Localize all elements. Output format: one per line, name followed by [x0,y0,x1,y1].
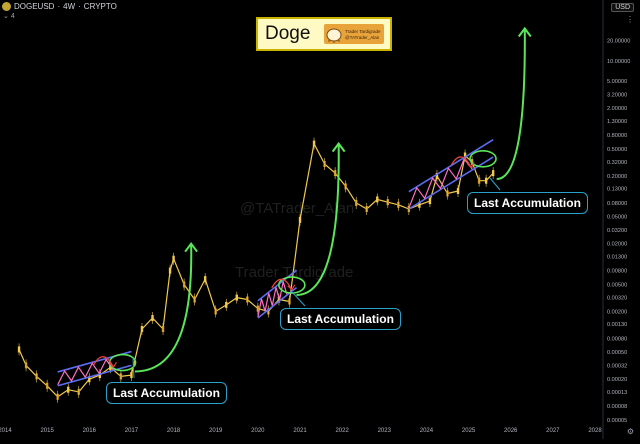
bounce-arc-2 [450,156,472,168]
bounce-arrowhead-0 [108,361,117,369]
x-tick-label: 2019 [209,428,223,434]
y-tick-label: 0.13000 [607,187,627,193]
y-tick-label: 0.00800 [607,269,627,275]
chevron-down-icon: ⌄ [3,13,9,20]
projection-curve-2 [496,28,526,181]
gear-icon[interactable]: ⚙ [626,427,634,436]
y-tick-label: 0.00032 [607,363,627,369]
x-tick-label: 2020 [251,428,265,434]
callout-last-accumulation-2020: Last Accumulation [280,308,401,330]
y-tick-label: 0.00500 [607,282,627,288]
x-tick-label: 2018 [167,428,181,434]
channel-upper-1 [257,269,297,302]
y-tick-label: 3.20000 [607,92,627,98]
bounce-arrowhead-1 [287,284,296,291]
callout-last-accumulation-2017: Last Accumulation [106,382,227,404]
indicator-row[interactable]: ⌄ 4 [3,12,15,20]
y-tick-label: 20.00000 [607,38,630,44]
banner-title: Doge [265,23,311,44]
bounce-arrowhead-2 [466,162,475,169]
zigzag-1 [257,281,288,318]
svg-text:@TATrader_Alan: @TATrader_Alan [345,35,380,40]
y-tick-label: 0.01300 [607,254,627,260]
y-tick-label: 0.00013 [607,390,627,396]
y-tick-label: 2.00000 [607,106,627,112]
indicator-count: 4 [10,13,15,20]
x-tick-label: 2024 [420,428,434,434]
x-tick-label: 2016 [83,428,97,434]
y-tick-label: 0.20000 [607,174,627,180]
y-tick-label: 0.00200 [607,309,627,315]
callout-connector-0 [132,357,135,379]
y-tick-label: 5.00000 [607,79,627,85]
doge-coin-icon [2,2,11,11]
projection-arrowhead-0 [184,242,198,253]
tardigrade-logo-icon: Trader Tardigrade @TATrader_Alan [326,28,381,43]
projection-arrowhead-1 [331,141,346,153]
zigzag-0 [57,358,114,386]
price-line [18,143,494,398]
y-tick-label: 1.30000 [607,119,627,125]
symbol-header[interactable]: DOGEUSD · 4W · CRYPTO [2,2,117,11]
price-scale-menu-icon[interactable]: ⋮ [626,15,634,24]
symbol-name: DOGEUSD [14,2,55,11]
bounce-arc-0 [92,356,114,368]
y-tick-label: 0.00020 [607,377,627,383]
accumulation-ellipse-1 [278,276,306,294]
y-tick-label: 0.05000 [607,215,627,221]
svg-text:Trader Tardigrade: Trader Tardigrade [345,29,381,34]
x-tick-label: 2021 [293,428,307,434]
projection-arrowhead-2 [517,26,532,38]
y-tick-label: 0.08000 [607,201,627,207]
bounce-arc-1 [271,278,293,291]
y-tick-label: 0.00320 [607,296,627,302]
channel-lower-0 [57,364,132,387]
y-tick-label: 0.00080 [607,336,627,342]
y-tick-label: 0.00008 [607,404,627,410]
y-tick-label: 0.00005 [607,418,627,424]
y-tick-label: 0.02000 [607,242,627,248]
x-tick-label: 2026 [504,428,518,434]
currency-scale-button[interactable]: USD [611,3,634,12]
exchange-label: CRYPTO [83,2,117,11]
accumulation-ellipse-2 [469,149,497,168]
x-tick-label: 2015 [40,428,54,434]
callout-connector-1 [291,291,306,307]
callout-connector-2 [489,177,501,191]
x-tick-label: 2025 [462,428,476,434]
x-tick-label: 2022 [335,428,349,434]
y-tick-label: 0.03200 [607,228,627,234]
accumulation-ellipse-0 [108,353,137,372]
y-tick-label: 10.00000 [607,59,630,65]
channel-upper-2 [408,139,494,193]
projection-curve-1 [296,143,340,296]
y-tick-label: 0.80000 [607,133,627,139]
doge-title-banner: Doge Trader Tardigrade @TATrader_Alan [256,17,392,51]
callout-last-accumulation-2025: Last Accumulation [467,192,588,214]
zigzag-2 [408,157,473,209]
y-tick-label: 0.00050 [607,350,627,356]
x-tick-label: 2028 [588,428,602,434]
x-tick-label: 2027 [546,428,560,434]
tardigrade-logo-badge: Trader Tardigrade @TATrader_Alan [324,24,385,44]
x-tick-label: 2014 [0,428,12,434]
interval-label: 4W [63,2,76,11]
y-tick-label: 0.50000 [607,147,627,153]
x-tick-label: 2023 [378,428,392,434]
x-tick-label: 2017 [125,428,139,434]
y-tick-label: 0.00130 [607,322,627,328]
projection-curve-0 [134,243,193,373]
y-tick-label: 0.32000 [607,160,627,166]
